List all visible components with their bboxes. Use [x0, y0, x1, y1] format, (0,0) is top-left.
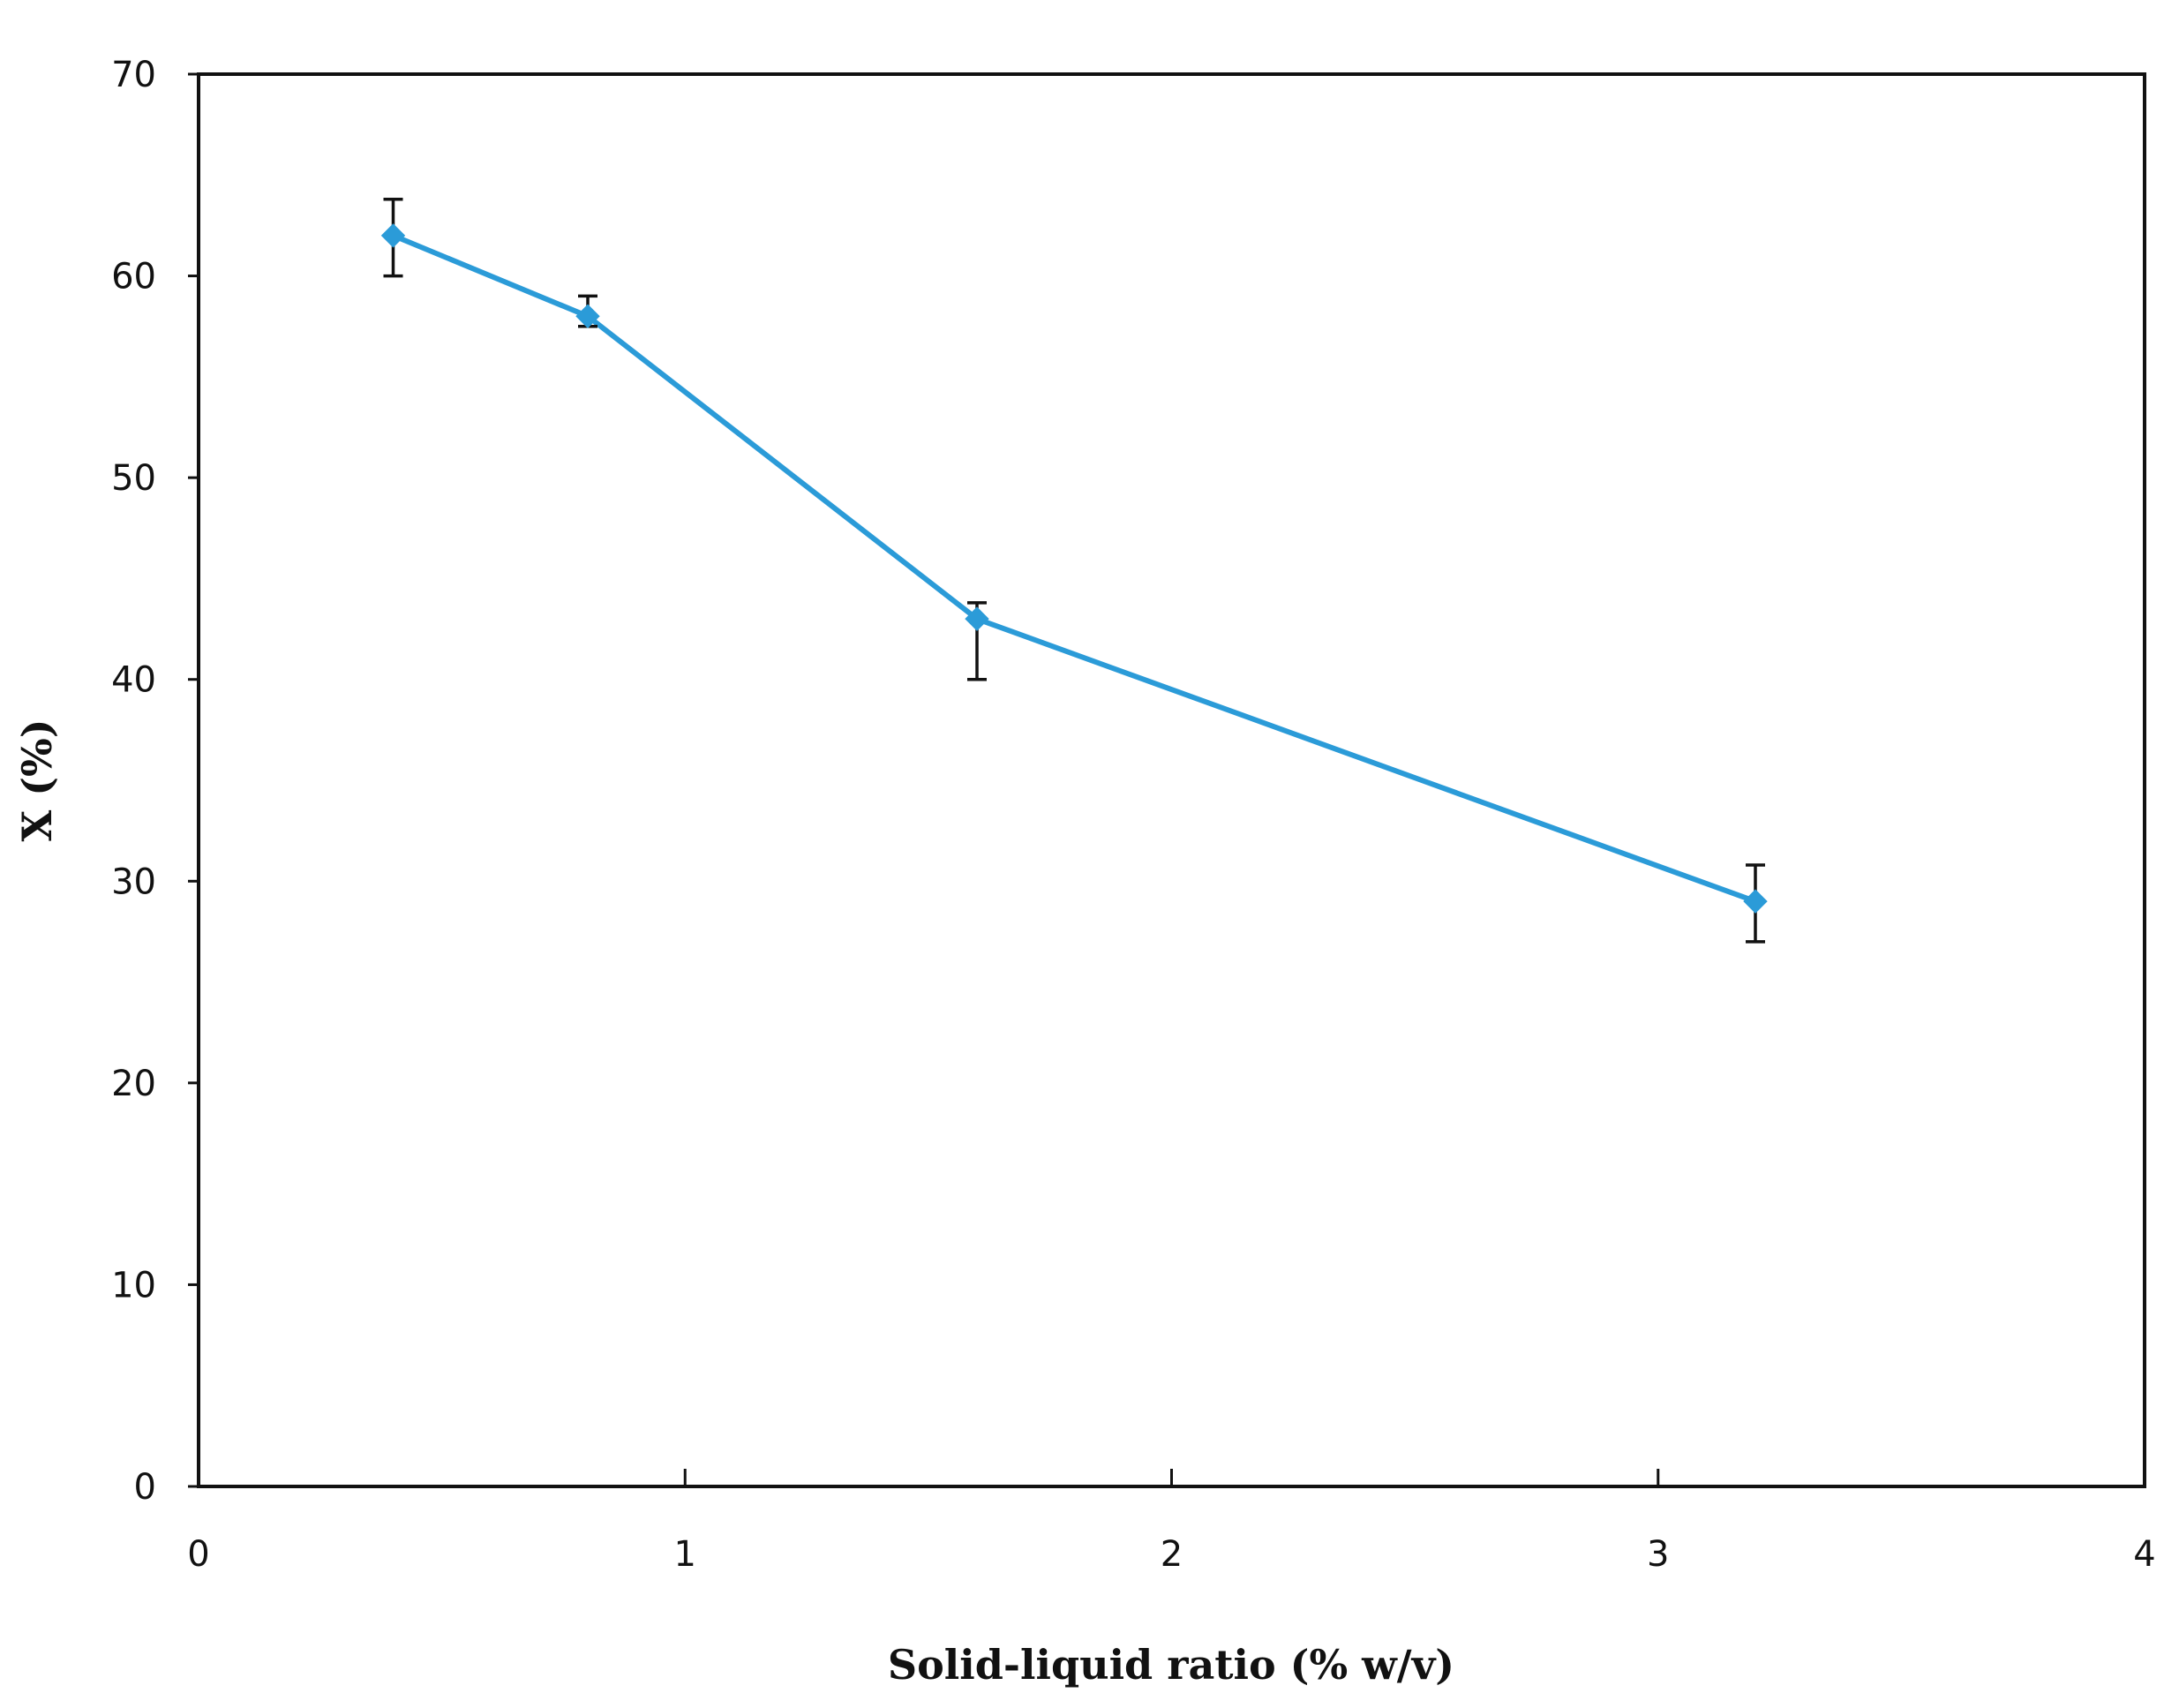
series-layer: [380, 197, 1768, 944]
data-point-marker: [575, 304, 600, 328]
x-axis-title: Solid-liquid ratio (% w/v): [888, 1641, 1454, 1689]
data-point-marker: [965, 606, 989, 631]
y-tick-label: 70: [111, 55, 156, 95]
y-tick-label: 10: [111, 1265, 156, 1305]
y-tick-label: 60: [111, 257, 156, 297]
x-tick-label: 4: [2133, 1534, 2155, 1575]
y-tick-label: 40: [111, 660, 156, 701]
y-tick-label: 50: [111, 458, 156, 499]
plot-frame: [197, 72, 2146, 1488]
x-tick-label: 0: [187, 1534, 209, 1575]
series-line: [392, 233, 1757, 904]
y-axis: 0 10 20 30 40 50 60 70: [111, 55, 199, 1508]
x-tick-label: 1: [674, 1534, 696, 1575]
x-tick-label: 2: [1161, 1534, 1183, 1575]
data-point-marker: [380, 223, 406, 248]
y-tick-label: 30: [111, 862, 156, 902]
y-tick-label: 0: [134, 1467, 156, 1508]
y-tick-label: 20: [111, 1064, 156, 1104]
y-axis-title: X (%): [13, 719, 61, 842]
x-axis: 0 1 2 3 4: [187, 1469, 2156, 1575]
data-point-marker: [1743, 889, 1768, 914]
x-tick-label: 3: [1647, 1534, 1669, 1575]
